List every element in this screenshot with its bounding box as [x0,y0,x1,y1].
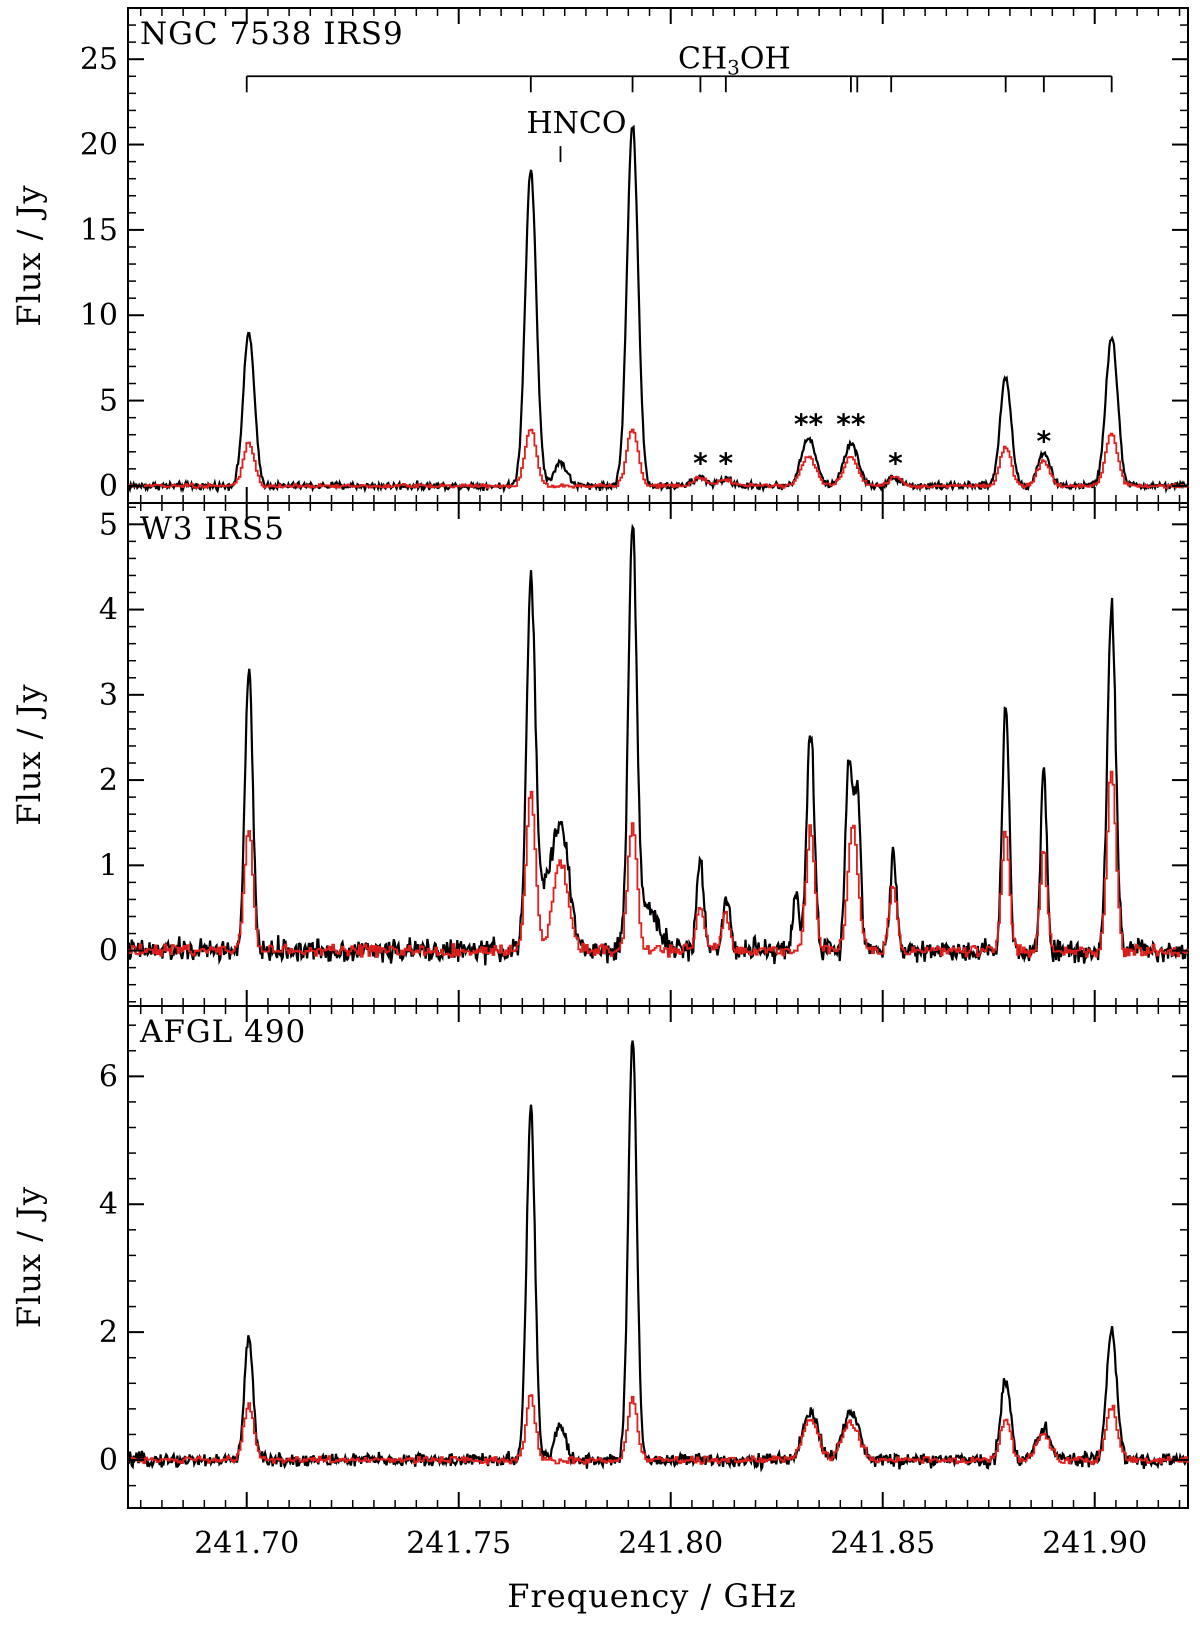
species-label-ch3oh: CH3OH [678,41,791,79]
x-axis-title: Frequency / GHz [507,1577,797,1615]
y-tick-label-w3-irs5: 2 [99,763,118,798]
y-tick-label-w3-irs5: 1 [99,848,118,883]
panel-ngc7538-irs9: 0 5 10 15 20 25 NGC 7538 IRS9 Flux / Jy CH3OH… [10,7,1189,504]
x-tick-label: 241.90 [1042,1526,1147,1561]
unidentified-line-marker: ** [836,407,866,440]
model-spectrum-afgl-490 [128,1394,1189,1465]
plot-frame-afgl-490 [127,1005,1189,1509]
y-tick-label-ngc7538-irs9: 0 [99,469,118,504]
model-spectrum-ngc7538-irs9 [128,428,1189,489]
unidentified-line-marker: * [719,447,734,480]
y-tick-label-w3-irs5: 5 [99,507,118,542]
unidentified-line-marker: * [888,447,903,480]
panel-w3-irs5: 0 1 2 3 4 5 W3 IRS5 Flux / Jy [10,502,1189,1007]
y-axis-title-w3-irs5: Flux / Jy [10,683,48,825]
y-tick-label-afgl-490: 2 [99,1315,118,1350]
y-tick-label-w3-irs5: 4 [99,593,118,628]
y-tick-label-ngc7538-irs9: 10 [80,298,118,333]
y-tick-label-afgl-490: 6 [99,1059,118,1094]
y-tick-label-ngc7538-irs9: 20 [80,128,118,163]
y-tick-label-afgl-490: 4 [99,1187,118,1222]
y-tick-label-afgl-490: 0 [99,1443,118,1478]
y-tick-label-w3-irs5: 3 [99,678,118,713]
observed-spectrum-afgl-490 [126,1040,1189,1473]
panel-label-w3-irs5: W3 IRS5 [140,511,285,547]
panel-label-afgl-490: AFGL 490 [139,1014,306,1050]
unidentified-line-marker: * [1037,424,1052,457]
y-tick-label-ngc7538-irs9: 15 [80,213,118,248]
y-tick-label-ngc7538-irs9: 5 [99,384,118,419]
y-axis-title-ngc7538-irs9: Flux / Jy [10,184,48,326]
unidentified-line-marker: ** [794,407,824,440]
panel-label-ngc7538-irs9: NGC 7538 IRS9 [140,16,404,52]
observed-spectrum-w3-irs5 [126,523,1189,966]
y-tick-label-ngc7538-irs9: 25 [80,42,118,77]
x-tick-label: 241.85 [830,1526,935,1561]
y-tick-label-w3-irs5: 0 [99,934,118,969]
panel-afgl-490: 0 2 4 6 AFGL 490 Flux / Jy [10,1005,1189,1509]
model-spectrum-w3-irs5 [128,770,1189,958]
y-axis-title-afgl-490: Flux / Jy [10,1186,48,1328]
species-label-hnco: HNCO [526,106,626,141]
x-tick-labels: 241.70 241.75 241.80 241.85 241.90 [194,1526,1147,1561]
x-tick-label: 241.75 [406,1526,511,1561]
unidentified-line-marker: * [693,447,708,480]
x-tick-label: 241.80 [618,1526,723,1561]
x-tick-label: 241.70 [194,1526,299,1561]
